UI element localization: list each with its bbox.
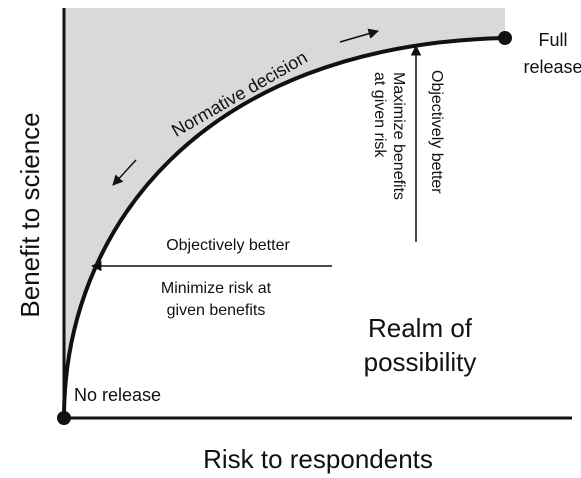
arrow-label: Objectively better xyxy=(428,70,445,194)
start-dot xyxy=(57,411,71,425)
frontier-curve xyxy=(62,36,506,419)
end-label: Full xyxy=(538,30,567,50)
region-label: possibility xyxy=(364,347,477,377)
arrow-note: Minimize risk at xyxy=(161,280,272,297)
arrow xyxy=(339,28,380,43)
arrow-note: given benefits xyxy=(167,302,266,319)
shaded-region xyxy=(64,8,505,418)
start-label: No release xyxy=(74,385,161,405)
x-axis-label: Risk to respondents xyxy=(203,444,433,474)
y-axis-label: Benefit to science xyxy=(15,112,45,317)
end-label: release xyxy=(523,57,581,77)
region-label: Realm of xyxy=(368,313,473,343)
arrow-note: at given risk xyxy=(371,72,388,158)
arrow-label: Objectively better xyxy=(166,237,290,254)
arrow-note: Maximize benefits xyxy=(390,72,407,200)
arrow xyxy=(112,159,137,186)
end-dot xyxy=(498,31,512,45)
